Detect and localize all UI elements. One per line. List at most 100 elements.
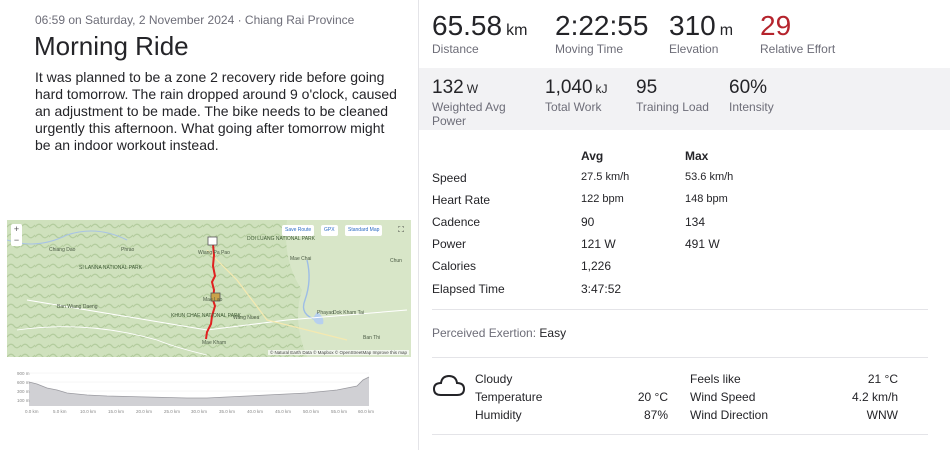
stat-value: 95 (636, 77, 658, 98)
stat-weighted-avg-power: 132 W Weighted Avg Power (432, 77, 532, 128)
map-place-label: Phrao (121, 247, 135, 253)
stat-training-load: 95 Training Load (636, 77, 709, 114)
power-stats-band (419, 68, 950, 130)
elevation-profile[interactable]: 900 m 600 m 300 m 100 m 0.0 km 5.0 km 10… (7, 368, 411, 418)
stat-label: Moving Time (555, 42, 624, 56)
elevation-y-tick: 600 m (17, 380, 30, 385)
table-row: Heart Rate 122 bpm 148 bpm (432, 193, 912, 213)
table-row: Calories 1,226 (432, 259, 912, 279)
wind-direction-value: WNW (866, 408, 898, 422)
row-label: Cadence (432, 215, 481, 229)
table-row: Power 121 W 491 W (432, 237, 912, 257)
map-zoom-control[interactable]: + − (11, 224, 22, 246)
row-label: Elapsed Time (432, 282, 505, 296)
feels-like-value: 21 °C (867, 372, 898, 386)
elevation-x-tick: 25.0 km (164, 409, 181, 414)
stat-value: 60% (729, 77, 768, 98)
cloud-icon (432, 372, 466, 403)
elevation-x-tick: 30.0 km (191, 409, 208, 414)
activity-meta: 06:59 on Saturday, 2 November 2024 · Chi… (35, 13, 355, 27)
elevation-x-tick: 0.0 km (25, 409, 39, 414)
map-place-label: Chiang Dao (49, 247, 76, 253)
row-avg: 27.5 km/h (581, 171, 630, 183)
map-attribution[interactable]: © Natural Earth Data © Mapbox © OpenStre… (267, 350, 409, 355)
stat-unit: kJ (595, 82, 608, 96)
map-place-label: Mae Kham (202, 340, 227, 346)
row-avg: 90 (581, 215, 595, 229)
stat-relative-effort[interactable]: 29 Relative Effort (760, 10, 835, 56)
row-label: Speed (432, 171, 467, 185)
activity-title[interactable]: Morning Ride (34, 31, 189, 61)
zoom-in-button[interactable]: + (13, 224, 20, 234)
save-route-button[interactable]: Save Route (282, 225, 315, 236)
row-label: Power (432, 237, 467, 251)
row-avg: 122 bpm (581, 193, 624, 205)
map-place-label: Dok Kham Tai (333, 310, 365, 316)
stat-label: Total Work (545, 100, 602, 114)
zoom-out-button[interactable]: − (13, 235, 20, 245)
row-max: 134 (685, 215, 706, 229)
stat-distance: 65.58 km Distance (432, 10, 527, 56)
map-park-label: KHUN CHAE NATIONAL PARK (171, 313, 241, 319)
elevation-chart (28, 372, 370, 406)
elevation-y-tick: 100 m (17, 398, 30, 403)
stat-intensity: 60% Intensity (729, 77, 774, 114)
weather-condition: Cloudy (475, 372, 513, 386)
wind-direction-label: Wind Direction (690, 408, 769, 422)
stat-moving-time: 2:22:55 Moving Time (555, 10, 648, 56)
stat-label: Elevation (669, 42, 719, 56)
map-place-label: Chun (390, 258, 402, 264)
row-avg: 3:47:52 (581, 282, 622, 296)
row-max: 491 W (685, 237, 720, 251)
temperature-label: Temperature (475, 390, 543, 404)
elevation-x-tick: 10.0 km (80, 409, 97, 414)
humidity-value: 87% (643, 408, 668, 422)
elevation-x-tick: 15.0 km (108, 409, 125, 414)
activity-description: It was planned to be a zone 2 recovery r… (35, 69, 397, 153)
map-place-label: Ban Thi (363, 335, 381, 341)
map-style-select[interactable]: Standard Map (345, 225, 383, 236)
stat-value: 65.58 (432, 10, 503, 41)
table-row: Cadence 90 134 (432, 215, 912, 235)
section-divider (432, 357, 928, 358)
row-avg: 121 W (581, 237, 616, 251)
stat-unit: m (719, 22, 734, 39)
stat-value: 132 (432, 77, 464, 98)
elevation-x-tick: 50.0 km (303, 409, 320, 414)
elevation-x-tick: 55.0 km (331, 409, 348, 414)
elevation-y-tick: 300 m (17, 389, 30, 394)
gpx-button[interactable]: GPX (321, 225, 338, 236)
feels-like-label: Feels like (690, 372, 741, 386)
route-map[interactable]: + − Save Route GPX Standard Map ⛶ Chiang… (7, 220, 411, 357)
map-place-label: Ban Wiang Daeng (57, 304, 98, 310)
row-avg: 1,226 (581, 259, 612, 273)
humidity-label: Humidity (475, 408, 522, 422)
activity-stats: 65.58 km Distance 2:22:55 Moving Time 310… (419, 0, 950, 450)
column-header-max: Max (685, 149, 709, 163)
temperature-value: 20 °C (637, 390, 668, 404)
elevation-x-tick: 20.0 km (136, 409, 153, 414)
activity-overview: 06:59 on Saturday, 2 November 2024 · Chi… (0, 0, 418, 450)
wind-speed-label: Wind Speed (690, 390, 756, 404)
row-max: 148 bpm (685, 193, 728, 205)
perceived-exertion[interactable]: Perceived Exertion: Easy (432, 326, 566, 340)
stat-value: 29 (760, 10, 792, 41)
map-place-label: Wiang Pa Pao (198, 250, 230, 256)
stat-value: 2:22:55 (555, 10, 649, 41)
map-place-label: Wang Nuea (233, 315, 260, 321)
map-place-label: Mae Lao (203, 297, 223, 303)
section-divider (432, 309, 928, 310)
stat-value: 310 (669, 10, 716, 41)
row-label: Calories (432, 259, 477, 273)
stat-unit: W (466, 82, 479, 96)
stat-elevation: 310 m Elevation (669, 10, 733, 56)
perceived-exertion-label: Perceived Exertion: (432, 326, 537, 340)
map-park-label: DOI LUANG NATIONAL PARK (247, 236, 315, 242)
fullscreen-icon[interactable]: ⛶ (398, 225, 404, 234)
elevation-x-tick: 35.0 km (219, 409, 236, 414)
stat-total-work: 1,040 kJ Total Work (545, 77, 608, 114)
stat-unit: km (506, 22, 528, 39)
row-max: 53.6 km/h (685, 171, 734, 183)
stat-label: Intensity (729, 100, 774, 114)
stat-label: Distance (432, 42, 479, 56)
